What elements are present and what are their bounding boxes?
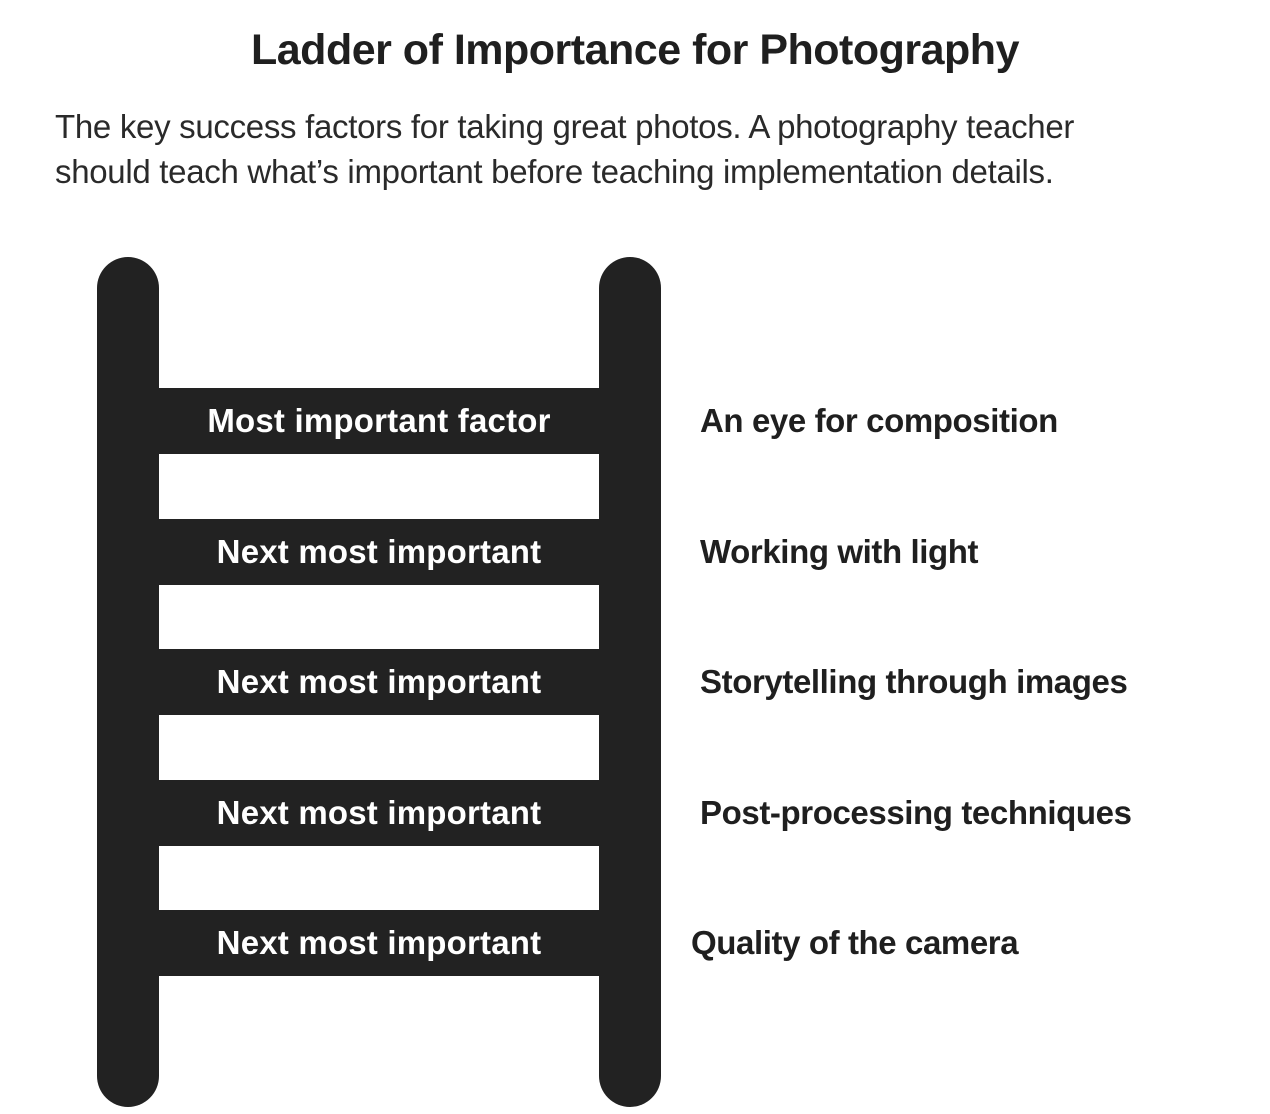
factor-label-5: Quality of the camera [691, 924, 1019, 961]
page-title: Ladder of Importance for Photography [251, 26, 1020, 74]
subtitle-line-2: should teach what’s important before tea… [55, 153, 1054, 190]
factor-label-1: An eye for composition [700, 402, 1058, 439]
rung-label: Next most important [216, 924, 542, 961]
ladder-rung-4: Next most important [157, 780, 601, 846]
ladder-rung-3: Next most important [157, 649, 601, 715]
ladder-left-rail [97, 257, 159, 1107]
rung-label: Next most important [216, 533, 542, 570]
ladder-right-rail [599, 257, 661, 1107]
rung-label: Next most important [216, 663, 542, 700]
ladder-rung-5: Next most important [157, 910, 601, 976]
factor-label-4: Post-processing techniques [700, 794, 1132, 831]
ladder-rung-2: Next most important [157, 519, 601, 585]
factor-label-2: Working with light [700, 533, 979, 570]
subtitle-line-1: The key success factors for taking great… [55, 108, 1075, 145]
rung-label: Next most important [216, 794, 542, 831]
page-subtitle: The key success factors for taking great… [55, 104, 1235, 194]
factor-label-3: Storytelling through images [700, 663, 1128, 700]
rung-label: Most important factor [207, 402, 551, 439]
ladder-rung-1: Most important factor [157, 388, 601, 454]
